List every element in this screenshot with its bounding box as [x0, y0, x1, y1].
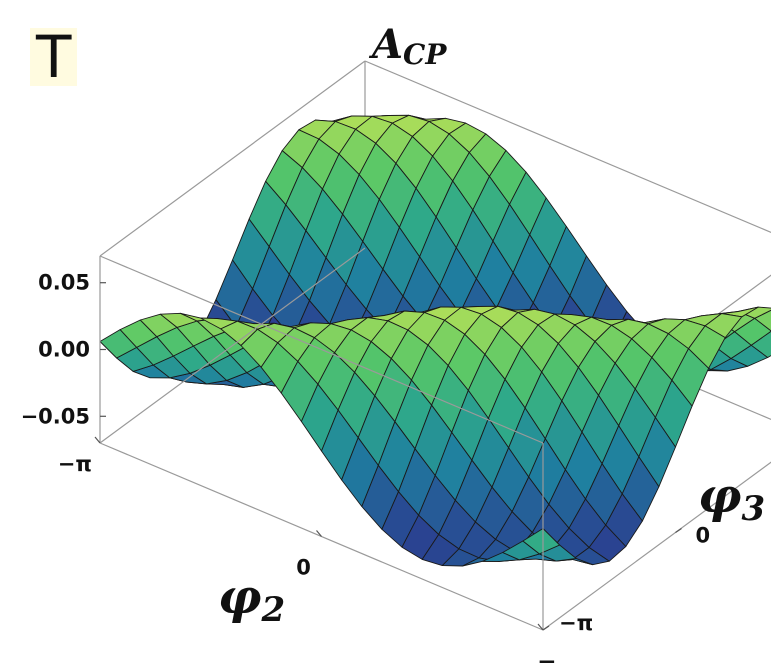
x-axis-label-subscript: 2 [260, 590, 285, 630]
x-tick-mark [316, 530, 322, 537]
x-tick-mark [537, 623, 544, 631]
y-tick-label: −π [559, 611, 593, 635]
chart-title: ACP [368, 21, 447, 71]
y-axis-label: φ3 [698, 468, 765, 529]
y-axis-label-subscript: 3 [741, 489, 765, 529]
x-tick-label: 0 [296, 556, 311, 580]
panel-label: T [30, 28, 78, 86]
box-edge [99, 247, 366, 444]
y-tick-mark [542, 625, 550, 631]
box-edge [364, 60, 771, 234]
x-axis-label: φ2 [218, 569, 285, 630]
box-edge [99, 255, 544, 444]
surface-patch [522, 528, 561, 555]
x-axis-label-main: φ [218, 569, 261, 625]
z-tick-label: 0.05 [38, 271, 90, 295]
z-tick-label: 0.00 [38, 338, 90, 362]
y-axis-label-main: φ [698, 468, 741, 524]
x-tick-label: −π [58, 452, 92, 476]
x-tick-mark [94, 436, 101, 444]
z-tick-label: −0.05 [21, 404, 90, 428]
chart-title-main: A [368, 21, 403, 68]
axis-ticks: 0.050.00−0.05−π0π−π0π [21, 271, 711, 668]
surface-mesh [99, 114, 771, 567]
x-tick-label: π [539, 653, 556, 663]
chart-title-subscript: CP [403, 38, 447, 71]
y-tick-label: 0 [696, 524, 711, 548]
box-edge [99, 60, 366, 257]
y-tick-mark [675, 528, 682, 533]
